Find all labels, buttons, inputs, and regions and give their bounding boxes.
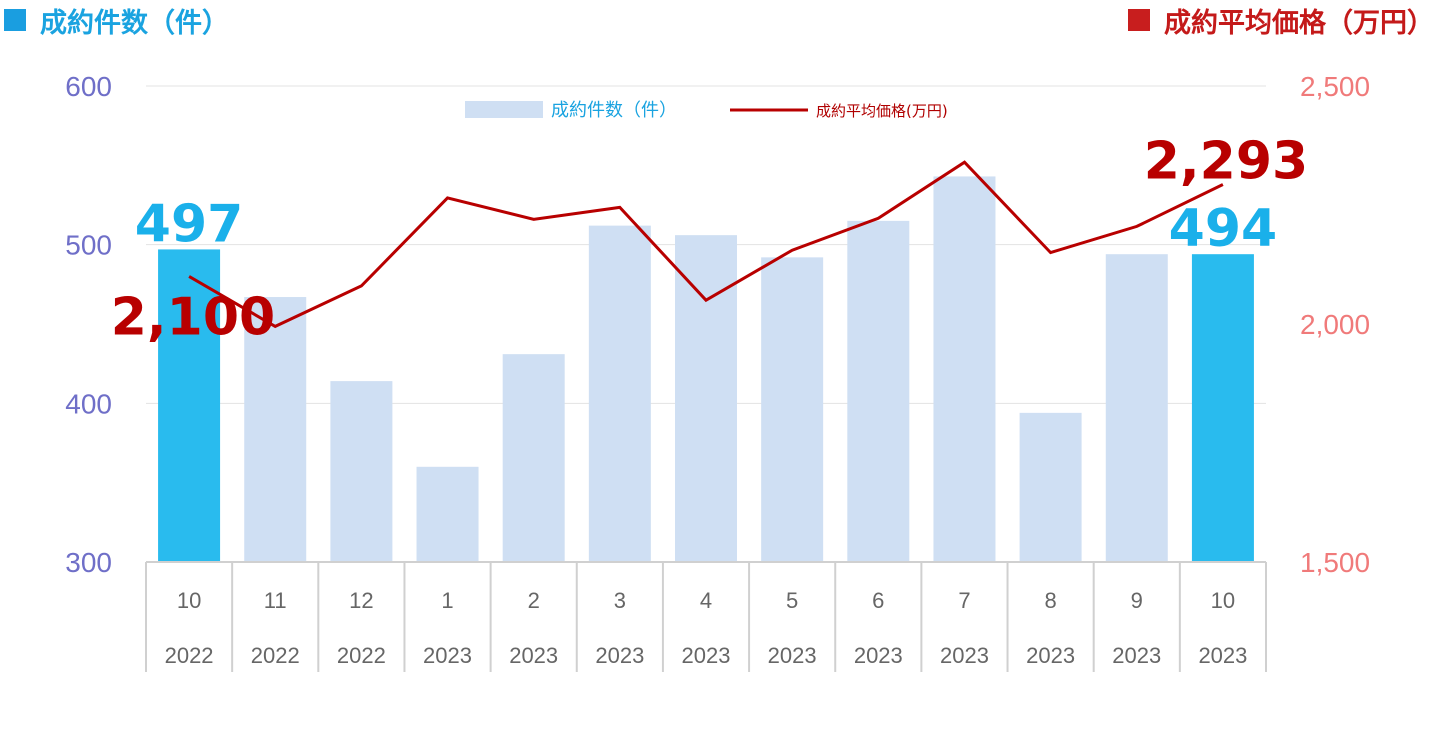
category-year-label: 2023 [1026, 643, 1075, 668]
category-year-label: 2022 [337, 643, 386, 668]
bar [244, 297, 307, 562]
right-axis-tick-label: 1,500 [1300, 547, 1370, 578]
bar [675, 235, 737, 562]
bar-data-label: 494 [1169, 199, 1278, 259]
bar [158, 249, 221, 562]
bar-series [158, 176, 1254, 563]
category-month-label: 3 [614, 588, 626, 613]
line-data-label: 2,293 [1144, 132, 1308, 192]
bar [1105, 254, 1168, 563]
right-axis-tick-label: 2,500 [1300, 71, 1370, 102]
right-axis-tick-label: 2,000 [1300, 309, 1370, 340]
bar-series-square-icon [4, 9, 26, 31]
category-month-label: 9 [1131, 588, 1143, 613]
category-month-label: 10 [1211, 588, 1235, 613]
line-data-label: 2,100 [111, 287, 275, 347]
right-axis-header: 成約平均価格（万円） [1128, 2, 1434, 39]
bar [1191, 254, 1254, 563]
category-axis: 10 2022 11 2022 12 2022 1 2023 2 2023 3 2023 4 2023 5 2… [145, 561, 1267, 672]
bar [502, 354, 565, 562]
category-month-label: 1 [441, 588, 453, 613]
legend: 成約件数（件） 成約平均価格(万円) [465, 100, 948, 121]
category-year-label: 2023 [682, 643, 731, 668]
category-month-label: 11 [264, 588, 287, 613]
category-month-label: 2 [528, 588, 540, 613]
category-month-label: 10 [177, 588, 201, 613]
left-axis-tick-label: 500 [65, 230, 112, 261]
category-year-label: 2023 [1198, 643, 1247, 668]
price-line [188, 160, 1224, 329]
category-year-label: 2022 [251, 643, 300, 668]
category-month-label: 6 [872, 588, 884, 613]
category-year-label: 2022 [165, 643, 214, 668]
data-labels: 497 494 2,100 2,293 [111, 132, 1308, 348]
category-year-label: 2023 [509, 643, 558, 668]
left-axis-header: 成約件数（件） [4, 2, 229, 39]
bar [761, 257, 824, 562]
left-axis-tick-label: 400 [65, 388, 112, 419]
legend-bar-swatch [465, 101, 543, 118]
right-axis-title: 成約平均価格（万円） [1164, 7, 1434, 39]
category-year-label: 2023 [423, 643, 472, 668]
legend-bar-label: 成約件数（件） [551, 100, 677, 121]
category-year-label: 2023 [854, 643, 903, 668]
value-axes: 300 400 500 600 1,500 2,000 2,500 [65, 71, 1370, 578]
bar [330, 381, 393, 562]
category-month-label: 5 [786, 588, 798, 613]
category-year-label: 2023 [1112, 643, 1161, 668]
category-month-label: 4 [700, 588, 712, 613]
line-series-square-icon [1128, 9, 1150, 31]
bar [847, 220, 910, 562]
category-month-label: 7 [958, 588, 970, 613]
bar-data-label: 497 [135, 194, 244, 254]
category-year-label: 2023 [595, 643, 644, 668]
left-axis-tick-label: 300 [65, 547, 112, 578]
left-axis-tick-label: 600 [65, 71, 112, 102]
category-year-label: 2023 [940, 643, 989, 668]
bar [933, 176, 996, 562]
category-month-label: 8 [1044, 588, 1056, 613]
category-year-label: 2023 [768, 643, 817, 668]
category-month-label: 12 [349, 588, 373, 613]
left-axis-title: 成約件数（件） [40, 7, 229, 39]
bar [588, 225, 651, 563]
legend-line-label: 成約平均価格(万円) [816, 102, 948, 120]
bar [1019, 412, 1082, 562]
line-series [188, 160, 1224, 329]
bar [416, 466, 479, 562]
